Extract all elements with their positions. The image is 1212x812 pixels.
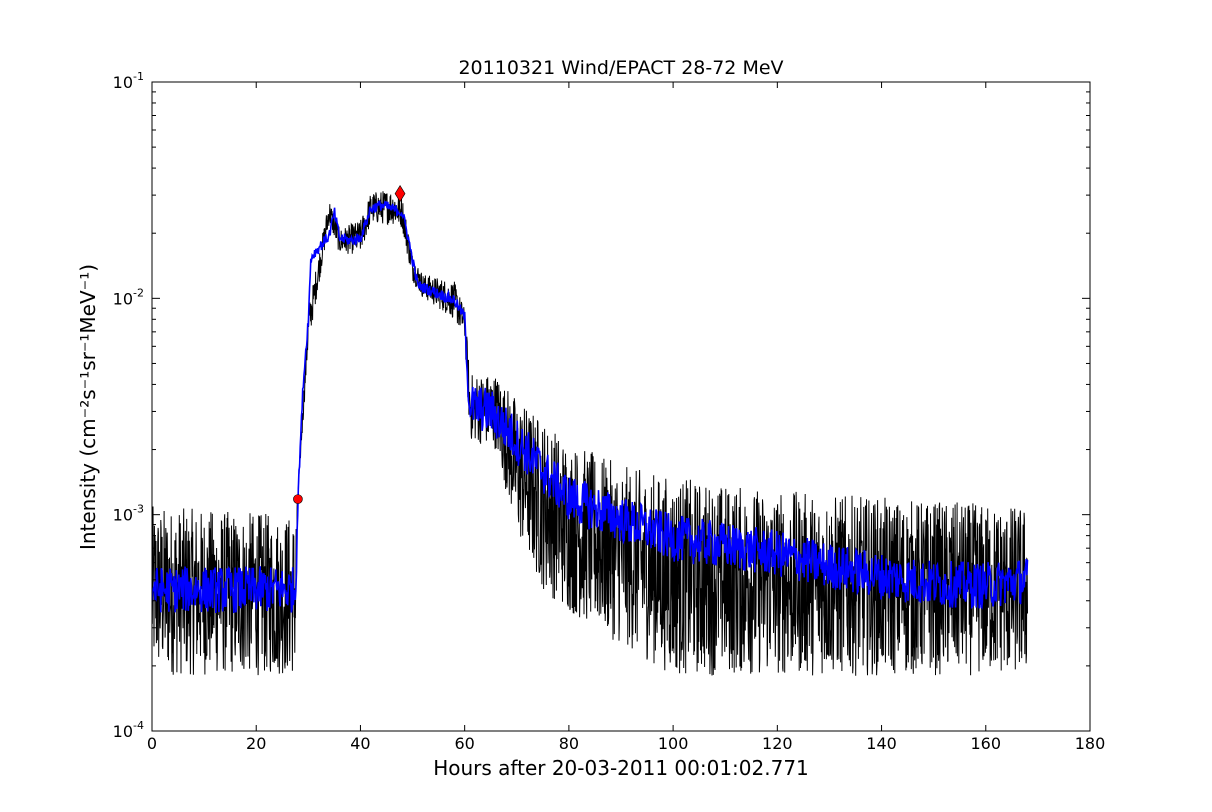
onset-marker: [293, 494, 303, 504]
x-axis-label: Hours after 20-03-2011 00:01:02.771: [433, 756, 809, 780]
chart-title: 20110321 Wind/EPACT 28-72 MeV: [458, 57, 783, 79]
peak-marker: [394, 184, 406, 203]
x-tick-label: 60: [454, 734, 474, 753]
x-tick-label: 40: [350, 734, 370, 753]
x-tick-label: 80: [559, 734, 579, 753]
y-tick-label: 10-1: [113, 70, 144, 92]
y-axis-label: Intensity (cm⁻²s⁻¹sr⁻¹MeV⁻¹): [76, 264, 100, 550]
x-tick-label: 100: [658, 734, 689, 753]
y-tick-label: 10-2: [113, 286, 144, 308]
plot-frame: [151, 81, 1091, 732]
y-tick-label: 10-3: [113, 503, 144, 525]
x-tick-label: 180: [1075, 734, 1106, 753]
y-tick-label: 10-4: [113, 719, 144, 741]
x-tick-label: 20: [246, 734, 266, 753]
x-tick-label: 120: [762, 734, 793, 753]
marker-layer: [293, 184, 406, 504]
ticks-layer: 0 20 40 60 80 100 120 140 160 180 10-4 10-3 10-2 10-1: [113, 70, 1106, 753]
series-smoothed-intensity: [152, 200, 1029, 614]
x-tick-label: 160: [971, 734, 1002, 753]
x-tick-label: 0: [147, 734, 157, 753]
x-tick-label: 140: [866, 734, 897, 753]
